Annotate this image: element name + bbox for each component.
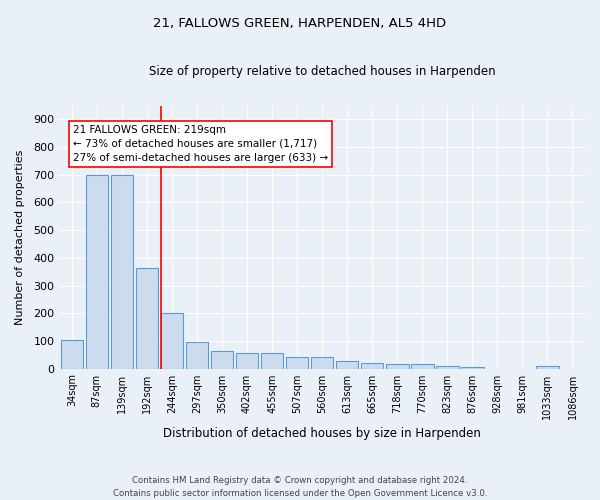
- Bar: [311, 358, 334, 368]
- Title: Size of property relative to detached houses in Harpenden: Size of property relative to detached ho…: [149, 65, 496, 78]
- Bar: [136, 268, 158, 368]
- Text: 21, FALLOWS GREEN, HARPENDEN, AL5 4HD: 21, FALLOWS GREEN, HARPENDEN, AL5 4HD: [154, 18, 446, 30]
- Bar: [86, 175, 108, 368]
- Bar: [61, 340, 83, 368]
- Bar: [411, 364, 434, 368]
- Text: 21 FALLOWS GREEN: 219sqm
← 73% of detached houses are smaller (1,717)
27% of sem: 21 FALLOWS GREEN: 219sqm ← 73% of detach…: [73, 125, 328, 163]
- Bar: [461, 367, 484, 368]
- Bar: [286, 357, 308, 368]
- Bar: [236, 354, 259, 368]
- Bar: [436, 366, 458, 368]
- Y-axis label: Number of detached properties: Number of detached properties: [15, 150, 25, 324]
- Bar: [386, 364, 409, 368]
- Bar: [161, 313, 183, 368]
- Text: Contains HM Land Registry data © Crown copyright and database right 2024.
Contai: Contains HM Land Registry data © Crown c…: [113, 476, 487, 498]
- X-axis label: Distribution of detached houses by size in Harpenden: Distribution of detached houses by size …: [163, 427, 481, 440]
- Bar: [336, 361, 358, 368]
- Bar: [361, 363, 383, 368]
- Bar: [186, 342, 208, 368]
- Bar: [110, 175, 133, 368]
- Bar: [211, 350, 233, 368]
- Bar: [261, 354, 283, 368]
- Bar: [536, 366, 559, 368]
